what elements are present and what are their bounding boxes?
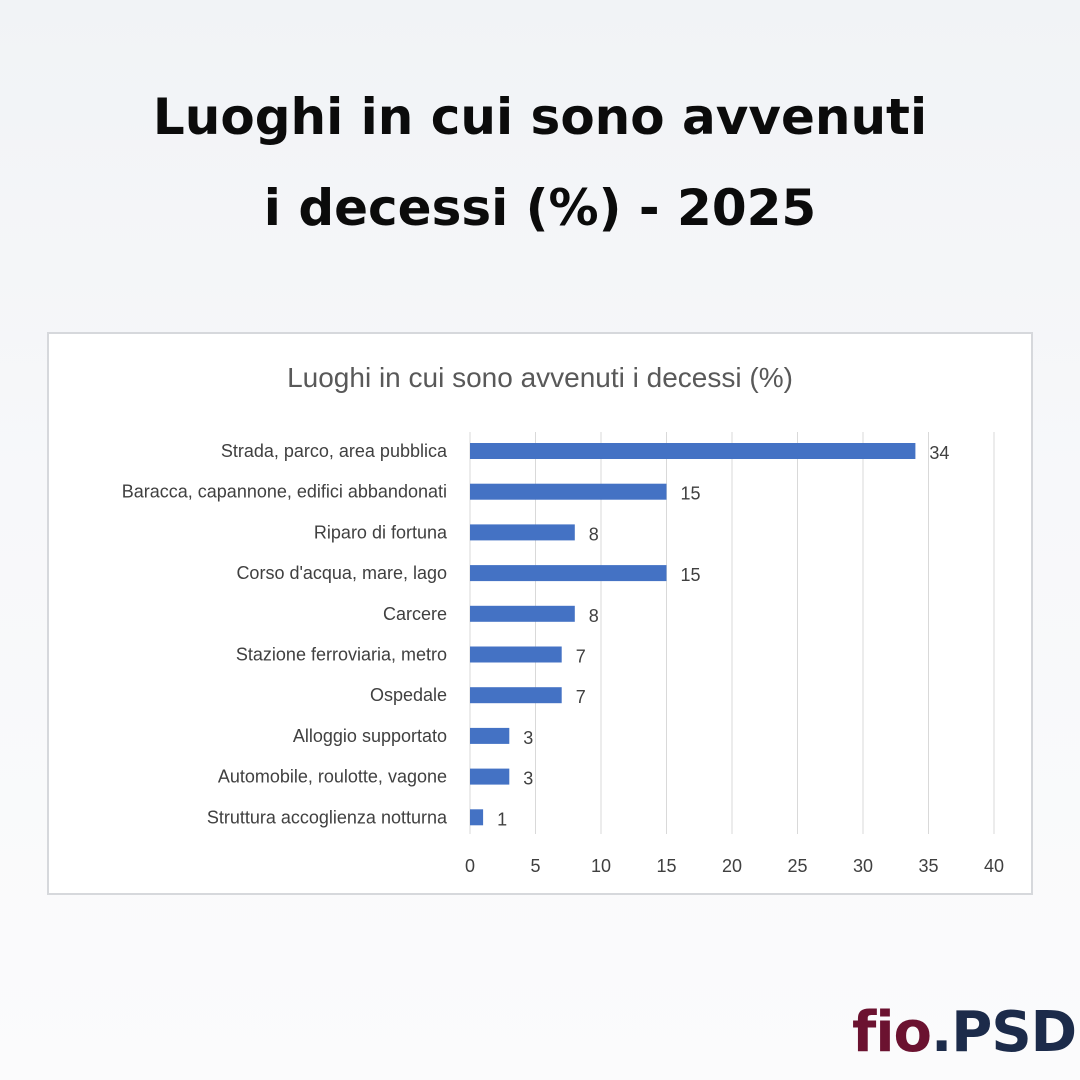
bar bbox=[470, 727, 510, 744]
category-label: Stazione ferroviaria, metro bbox=[236, 645, 447, 665]
category-label: Ospedale bbox=[370, 685, 447, 705]
bar bbox=[470, 809, 484, 826]
x-tick-label: 10 bbox=[591, 856, 611, 876]
fio-psd-logo: fio.PSD bbox=[852, 996, 1077, 1072]
data-label: 8 bbox=[589, 606, 599, 626]
bar bbox=[470, 605, 575, 622]
data-label: 1 bbox=[497, 809, 507, 829]
bar-chart: Luoghi in cui sono avvenuti i decessi (%… bbox=[122, 362, 1004, 876]
x-tick-label: 5 bbox=[530, 856, 540, 876]
x-tick-label: 25 bbox=[787, 856, 807, 876]
category-label: Carcere bbox=[383, 604, 447, 624]
data-label: 3 bbox=[523, 769, 533, 789]
page-title-line-2: i decessi (%) - 2025 bbox=[263, 179, 817, 237]
bar bbox=[470, 524, 575, 541]
bar bbox=[470, 687, 562, 704]
data-label: 8 bbox=[589, 524, 599, 544]
category-label: Riparo di fortuna bbox=[314, 522, 448, 542]
x-tick-label: 35 bbox=[918, 856, 938, 876]
category-label: Alloggio supportato bbox=[293, 726, 447, 746]
data-label: 34 bbox=[929, 443, 949, 463]
data-label: 15 bbox=[681, 484, 701, 504]
data-label: 7 bbox=[576, 647, 586, 667]
x-tick-label: 40 bbox=[984, 856, 1004, 876]
chart-title: Luoghi in cui sono avvenuti i decessi (%… bbox=[287, 362, 793, 393]
logo-part-fio: fio bbox=[852, 1000, 932, 1065]
category-label: Baracca, capannone, edifici abbandonati bbox=[122, 482, 447, 502]
chart-category-labels: Strada, parco, area pubblica Baracca, cap… bbox=[122, 441, 448, 827]
x-tick-label: 30 bbox=[853, 856, 873, 876]
chart-container: Luoghi in cui sono avvenuti i decessi (%… bbox=[47, 332, 1033, 895]
x-tick-label: 15 bbox=[656, 856, 676, 876]
logo-wordmark: fio.PSD bbox=[852, 1000, 1077, 1066]
x-tick-label: 0 bbox=[465, 856, 475, 876]
bar bbox=[470, 443, 916, 459]
x-tick-label: 20 bbox=[722, 856, 742, 876]
chart-x-tick-labels: 0 5 10 15 20 25 30 35 40 bbox=[465, 856, 1004, 876]
category-label: Strada, parco, area pubblica bbox=[221, 441, 448, 461]
page-title: Luoghi in cui sono avvenuti i decessi (%… bbox=[0, 72, 1080, 254]
category-label: Automobile, roulotte, vagone bbox=[218, 767, 447, 787]
chart-bars bbox=[470, 443, 916, 826]
category-label: Corso d'acqua, mare, lago bbox=[236, 563, 447, 583]
bar bbox=[470, 483, 667, 500]
data-label: 15 bbox=[681, 565, 701, 585]
data-label: 7 bbox=[576, 687, 586, 707]
data-label: 3 bbox=[523, 728, 533, 748]
page-title-line-1: Luoghi in cui sono avvenuti bbox=[152, 88, 928, 146]
bar bbox=[470, 565, 667, 582]
bar bbox=[470, 646, 562, 663]
bar bbox=[470, 768, 510, 785]
logo-part-psd: .PSD bbox=[931, 1000, 1077, 1065]
category-label: Struttura accoglienza notturna bbox=[207, 807, 448, 827]
